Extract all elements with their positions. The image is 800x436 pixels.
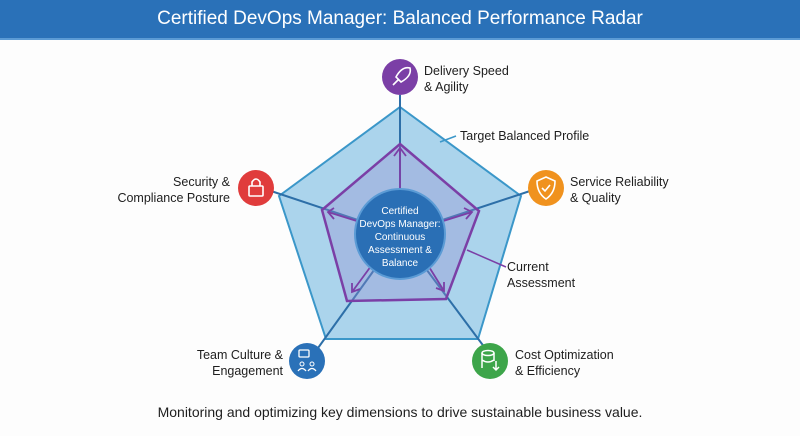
label-line: & Quality	[570, 191, 621, 205]
footer-caption: Monitoring and optimizing key dimensions…	[157, 404, 643, 420]
label-line: Cost Optimization	[515, 348, 614, 362]
label-team-culture: Team Culture & Engagement	[197, 347, 283, 379]
lock-icon	[238, 170, 274, 206]
center-line: Assessment &	[368, 245, 432, 256]
label-line: Security &	[173, 175, 230, 189]
label-line: Delivery Speed	[424, 64, 509, 78]
current-assessment-label: Current Assessment	[507, 259, 575, 291]
label-service-reliability: Service Reliability & Quality	[570, 174, 669, 206]
center-line: Certified	[381, 206, 419, 217]
team-chat-icon	[289, 343, 325, 379]
target-pointer	[439, 135, 457, 143]
title-bar: Certified DevOps Manager: Balanced Perfo…	[0, 0, 800, 40]
center-line: Continuous	[374, 232, 426, 243]
center-circle	[354, 188, 446, 280]
shield-check-icon	[528, 170, 564, 206]
rocket-icon	[382, 59, 418, 95]
label-line: & Efficiency	[515, 364, 581, 378]
center-line: DevOps Manager:	[359, 219, 441, 230]
label-cost-optimization: Cost Optimization & Efficiency	[515, 347, 614, 379]
center-label: Certified DevOps Manager: Continuous Ass…	[352, 205, 448, 270]
label-delivery-speed: Delivery Speed & Agility	[424, 63, 509, 95]
label-security-compliance: Security & Compliance Posture	[117, 174, 230, 206]
target-profile-label: Target Balanced Profile	[460, 129, 590, 143]
label-line: Service Reliability	[570, 175, 669, 189]
label-line: & Agility	[424, 80, 469, 94]
center-line: Balance	[381, 258, 419, 269]
label-line: Compliance Posture	[117, 191, 230, 205]
page-title: Certified DevOps Manager: Balanced Perfo…	[157, 8, 643, 29]
database-down-icon	[472, 343, 508, 379]
current-pointer	[466, 249, 507, 268]
label-line: Engagement	[212, 364, 283, 378]
label-line: Team Culture &	[196, 348, 283, 362]
label-line: Assessment	[507, 276, 576, 290]
label-line: Current	[507, 260, 549, 274]
